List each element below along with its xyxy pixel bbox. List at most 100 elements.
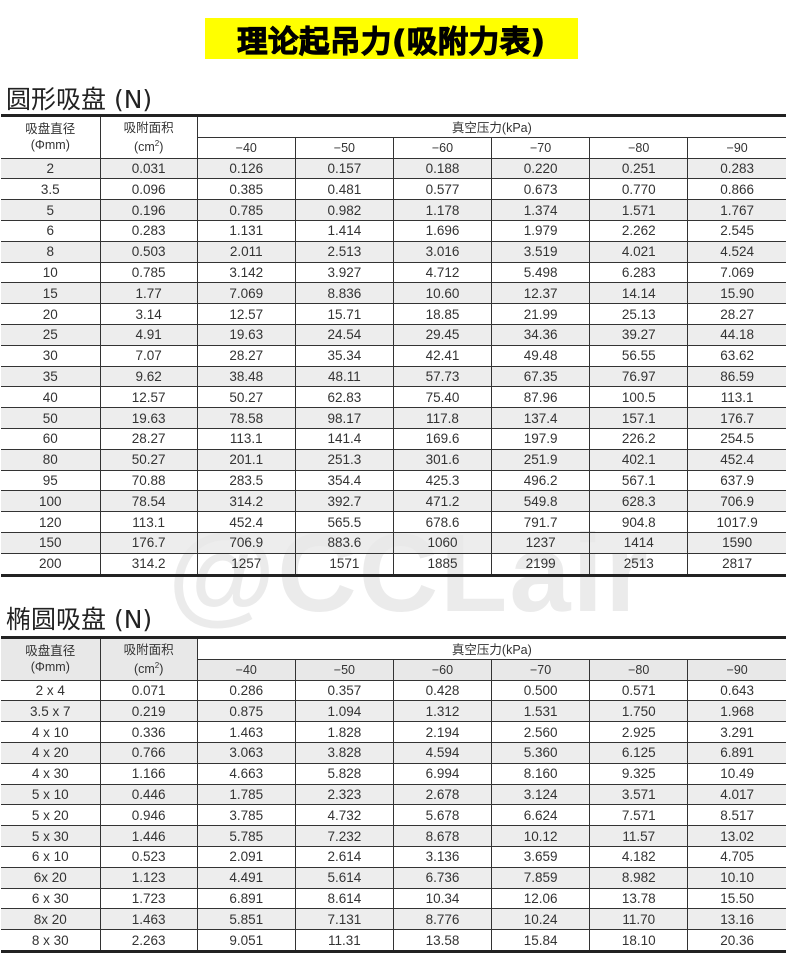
table-row: 4 x 30 1.166 4.663 5.828 6.994 8.160 9.325 10.4…	[1, 762, 786, 785]
cell-area: 1.463	[99, 908, 198, 931]
cell-force: 425.3	[392, 469, 493, 492]
cell-force: 1.414	[294, 219, 394, 242]
cell-force: 29.45	[392, 323, 493, 346]
cell-area: 0.946	[99, 804, 198, 827]
cell-force: 1.374	[491, 199, 591, 221]
cell-diameter: 30	[1, 344, 101, 367]
cell-force: 10.49	[687, 762, 786, 785]
column-header-vacuum: 真空压力(kPa)	[196, 115, 786, 138]
cell-diameter: 120	[1, 511, 101, 533]
header-text: 吸盘直径	[25, 122, 76, 137]
column-header-diameter: 吸盘直径 (Φmm)	[1, 115, 101, 159]
cell-area: 176.7	[99, 531, 198, 554]
cell-force: 251.3	[294, 448, 394, 471]
cell-force: 0.220	[491, 157, 591, 180]
cell-force: 3.016	[392, 240, 493, 263]
header-unit-close: )	[159, 661, 164, 676]
cell-force: 637.9	[687, 469, 786, 492]
table-row: 6 0.283 1.131 1.414 1.696 1.979 2.262 2.545	[1, 219, 786, 242]
cell-diameter: 100	[1, 490, 101, 513]
header-row: 吸盘直径 (Φmm) 吸附面积 (cm2) 真空压力(kPa)	[1, 637, 786, 681]
table-row: 35 9.62 38.48 48.11 57.73 67.35 76.97 86.59	[1, 365, 786, 388]
cell-force: 706.9	[687, 490, 786, 513]
cell-force: 0.785	[196, 199, 296, 221]
column-header-pressure: −40	[197, 658, 296, 681]
cell-force: 1237	[491, 531, 591, 554]
cell-diameter: 50	[1, 407, 101, 429]
table-row: 5 x 10 0.446 1.785 2.323 2.678 3.124 3.571 4.01…	[1, 783, 786, 806]
table-row: 80 50.27 201.1 251.3 301.6 251.9 402.1 452.4	[1, 448, 786, 471]
cell-force: 3.142	[196, 261, 296, 284]
cell-force: 7.069	[196, 282, 296, 305]
cell-force: 0.673	[491, 178, 591, 201]
cell-force: 2.513	[294, 240, 394, 263]
cell-force: 25.13	[589, 303, 689, 325]
cell-force: 4.491	[196, 866, 296, 889]
cell-diameter: 25	[1, 323, 101, 346]
cell-area: 0.766	[99, 741, 198, 764]
cell-area: 12.57	[99, 386, 198, 409]
cell-force: 9.051	[196, 929, 296, 952]
header-unit: (Φmm)	[30, 138, 70, 153]
cell-force: 24.54	[294, 323, 394, 346]
header-text: 吸附面积	[123, 642, 174, 657]
cell-diameter: 2	[1, 157, 101, 180]
cell-force: 3.927	[294, 261, 394, 284]
cell-force: 2.545	[687, 219, 786, 242]
cell-diameter: 5 x 20	[1, 804, 101, 827]
cell-area: 1.77	[99, 282, 198, 305]
cell-force: 0.357	[294, 679, 394, 702]
column-header-pressure: −40	[197, 136, 296, 159]
cell-force: 2513	[589, 552, 689, 576]
cell-area: 1.446	[99, 825, 198, 847]
cell-force: 3.785	[196, 804, 296, 827]
column-header-area: 吸附面积 (cm2)	[99, 115, 198, 159]
cell-force: 9.325	[589, 762, 689, 785]
cell-area: 2.263	[99, 929, 198, 952]
cell-force: 8.836	[294, 282, 394, 305]
cell-force: 5.498	[491, 261, 591, 284]
cell-area: 1.723	[99, 887, 198, 910]
column-header-pressure: −90	[687, 136, 786, 159]
oval-suction-table: 吸盘直径 (Φmm) 吸附面积 (cm2) 真空压力(kPa) −40 −50 −60 −70−…	[1, 636, 786, 953]
cell-area: 0.523	[99, 845, 198, 868]
cell-force: 452.4	[196, 511, 296, 533]
cell-diameter: 5 x 30	[1, 825, 101, 847]
column-header-pressure: −50	[294, 136, 394, 159]
cell-force: 3.828	[294, 741, 394, 764]
cell-force: 10.12	[491, 825, 591, 847]
cell-force: 13.16	[687, 908, 786, 931]
cell-force: 706.9	[196, 531, 296, 554]
cell-force: 7.571	[589, 804, 689, 827]
cell-force: 5.614	[294, 866, 394, 889]
cell-force: 10.10	[687, 866, 786, 889]
table-row: 8x 20 1.463 5.851 7.131 8.776 10.24 11.70 13.16	[1, 908, 786, 931]
cell-force: 1.094	[294, 700, 394, 723]
cell-force: 3.659	[491, 845, 591, 868]
cell-force: 8.614	[294, 887, 394, 910]
cell-diameter: 95	[1, 469, 101, 492]
cell-force: 5.828	[294, 762, 394, 785]
cell-force: 4.524	[687, 240, 786, 263]
header-unit-close: )	[159, 139, 164, 154]
column-header-pressure: −80	[589, 136, 689, 159]
header-unit: (cm	[133, 139, 155, 154]
cell-area: 0.336	[99, 721, 198, 743]
table-row: 3.5 0.096 0.385 0.481 0.577 0.673 0.770 0.866	[1, 178, 786, 201]
cell-diameter: 8x 20	[1, 908, 101, 931]
table-row: 3.5 x 7 0.219 0.875 1.094 1.312 1.531 1.750 1.9…	[1, 700, 786, 723]
cell-force: 1.178	[392, 199, 493, 221]
cell-area: 4.91	[99, 323, 198, 346]
cell-force: 904.8	[589, 511, 689, 533]
cell-force: 251.9	[491, 448, 591, 471]
table-row: 10 0.785 3.142 3.927 4.712 5.498 6.283 7.069	[1, 261, 786, 284]
cell-force: 4.663	[196, 762, 296, 785]
cell-force: 791.7	[491, 511, 591, 533]
column-header-diameter: 吸盘直径 (Φmm)	[1, 637, 101, 681]
column-header-pressure: −70	[491, 658, 591, 681]
cell-force: 2.091	[196, 845, 296, 868]
cell-force: 11.57	[589, 825, 689, 847]
cell-force: 254.5	[687, 427, 786, 450]
cell-force: 2.560	[491, 721, 591, 743]
column-header-pressure: −60	[392, 658, 493, 681]
